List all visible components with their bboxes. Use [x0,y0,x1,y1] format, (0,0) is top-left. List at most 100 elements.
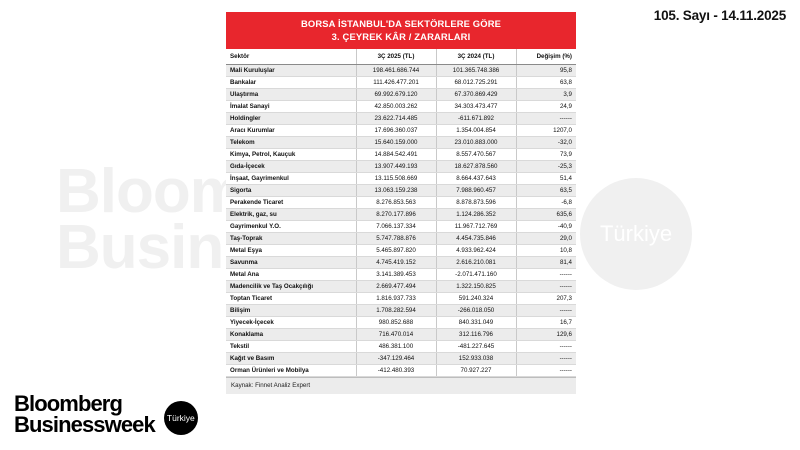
cell-q3-2025: 13.063.159.238 [356,184,437,198]
cell-sector: Orman Ürünleri ve Mobilya [226,364,357,378]
cell-q3-2025: 980.852.688 [356,316,437,330]
cell-q3-2024: 4.933.962.424 [436,244,517,258]
cell-change: 63,5 [516,184,576,198]
cell-sector: Sigorta [226,184,357,198]
table-row: Savunma 4.745.419.152 2.616.210.081 81,4 [226,256,576,270]
table-row: Toptan Ticaret 1.816.937.733 591.240.324 20… [226,292,576,306]
cell-q3-2024: 34.303.473.477 [436,100,517,114]
cell-change: 16,7 [516,316,576,330]
cell-q3-2024: -266.018.050 [436,304,517,318]
table-row: İmalat Sanayi 42.850.003.262 34.303.473.47… [226,100,576,114]
cell-q3-2025: 5.747.788.876 [356,232,437,246]
cell-q3-2025: 3.141.389.453 [356,268,437,282]
issue-date-label: 105. Sayı - 14.11.2025 [653,8,786,23]
watermark-turkiye-label: Türkiye [599,221,673,246]
table-row: Ulaştırma 69.992.679.120 67.370.869.429 3,9 [226,88,576,102]
table-row: Holdingler 23.622.714.485 -611.671.892 ----… [226,112,576,126]
cell-sector: Telekom [226,136,357,150]
cell-change: 29,0 [516,232,576,246]
cell-sector: Gayrimenkul Y.O. [226,220,357,234]
sector-profit-table-block: BORSA İSTANBUL'DA SEKTÖRLERE GÖRE 3. ÇEY… [226,12,576,395]
cell-q3-2025: 23.622.714.485 [356,112,437,126]
cell-change: ------ [516,280,576,294]
cell-q3-2024: 8.664.437.643 [436,172,517,186]
cell-sector: Bankalar [226,76,357,90]
cell-change: 129,6 [516,328,576,342]
brand-turkiye-badge: Türkiye [163,401,198,435]
brand-wordmark-line2: Businessweek [14,412,156,438]
cell-q3-2024: 4.454.735.846 [436,232,517,246]
table-title-line1: BORSA İSTANBUL'DA SEKTÖRLERE GÖRE [300,18,502,29]
cell-q3-2025: 8.270.177.896 [356,208,437,222]
cell-change: -32,0 [516,136,576,150]
cell-q3-2024: 7.988.960.457 [436,184,517,198]
watermark-text-businessweek: Busin [56,213,224,282]
cell-change: 635,6 [516,208,576,222]
cell-q3-2025: 17.696.360.037 [356,124,437,138]
cell-sector: Metal Ana [226,268,357,282]
cell-q3-2025: 1.816.937.733 [356,292,437,306]
cell-q3-2024: 18.627.878.560 [436,160,517,174]
column-header-change: Değişim (%) [516,49,576,66]
cell-change: 1207,0 [516,124,576,138]
cell-q3-2024: -2.071.471.160 [436,268,517,282]
column-header-sector: Sektör [226,49,357,66]
cell-q3-2025: 15.640.159.000 [356,136,437,150]
cell-sector: Tekstil [226,340,357,354]
table-title: BORSA İSTANBUL'DA SEKTÖRLERE GÖRE 3. ÇEY… [226,12,576,50]
cell-q3-2024: 8.557.470.567 [436,148,517,162]
cell-q3-2024: 2.616.210.081 [436,256,517,270]
table-row: Bilişim 1.708.282.594 -266.018.050 ------ [226,304,576,318]
cell-q3-2025: 198.461.686.744 [356,64,437,78]
cell-q3-2025: 13.115.508.669 [356,172,437,186]
cell-sector: Metal Eşya [226,244,357,258]
cell-q3-2025: 14.884.542.491 [356,148,437,162]
cell-q3-2025: 1.708.282.594 [356,304,437,318]
cell-q3-2025: 42.850.003.262 [356,100,437,114]
column-header-q3-2024: 3Ç 2024 (TL) [436,49,517,66]
cell-sector: Elektrik, gaz, su [226,208,357,222]
table-row: Madencilik ve Taş Ocakçılığı 2.669.477.49… [226,280,576,294]
table-header: Sektör 3Ç 2025 (TL) 3Ç 2024 (TL) Değişim… [226,49,576,66]
cell-q3-2024: -481.227.645 [436,340,517,354]
cell-q3-2024: 1.124.286.352 [436,208,517,222]
watermark-turkiye-badge: Türkiye [580,178,692,290]
column-header-q3-2025: 3Ç 2025 (TL) [356,49,437,66]
table-row: Kağıt ve Basım -347.129.464 152.933.038 ---… [226,352,576,366]
bloomberg-businessweek-logo: Bloomberg Businessweek Türkiye [14,393,198,436]
cell-q3-2024: 591.240.324 [436,292,517,306]
sector-profit-table: Sektör 3Ç 2025 (TL) 3Ç 2024 (TL) Değişim… [226,49,576,378]
cell-q3-2024: 101.365.748.386 [436,64,517,78]
cell-q3-2025: 486.381.100 [356,340,437,354]
cell-sector: Ulaştırma [226,88,357,102]
cell-sector: Taş-Toprak [226,232,357,246]
table-row: Metal Eşya 5.465.897.820 4.933.962.424 10,8 [226,244,576,258]
cell-q3-2025: -347.129.464 [356,352,437,366]
table-header-row: Sektör 3Ç 2025 (TL) 3Ç 2024 (TL) Değişim… [226,49,576,66]
table-source-note: Kaynak: Finnet Analiz Expert [226,377,576,395]
cell-q3-2024: 67.370.869.429 [436,88,517,102]
cell-change: 63,8 [516,76,576,90]
cell-sector: Gıda-İçecek [226,160,357,174]
cell-change: ------ [516,364,576,378]
cell-q3-2025: 13.907.449.193 [356,160,437,174]
cell-sector: Bilişim [226,304,357,318]
cell-sector: İmalat Sanayi [226,100,357,114]
table-row: Kimya, Petrol, Kauçuk 14.884.542.491 8.557… [226,148,576,162]
table-row: Bankalar 111.426.477.201 68.012.725.291 63,… [226,76,576,90]
cell-change: 81,4 [516,256,576,270]
cell-q3-2024: 8.878.873.596 [436,196,517,210]
table-row: Yiyecek-İçecek 980.852.688 840.331.049 16,7 [226,316,576,330]
cell-q3-2024: 23.010.883.000 [436,136,517,150]
table-row: Orman Ürünleri ve Mobilya -412.480.393 70.… [226,364,576,378]
table-row: Elektrik, gaz, su 8.270.177.896 1.124.286.… [226,208,576,222]
cell-q3-2025: 5.465.897.820 [356,244,437,258]
cell-sector: İnşaat, Gayrimenkul [226,172,357,186]
cell-sector: Yiyecek-İçecek [226,316,357,330]
cell-q3-2024: 840.331.049 [436,316,517,330]
cell-q3-2025: 111.426.477.201 [356,76,437,90]
brand-turkiye-label: Türkiye [166,413,195,423]
table-row: Gıda-İçecek 13.907.449.193 18.627.878.560-… [226,160,576,174]
cell-q3-2025: 2.669.477.494 [356,280,437,294]
cell-change: 207,3 [516,292,576,306]
